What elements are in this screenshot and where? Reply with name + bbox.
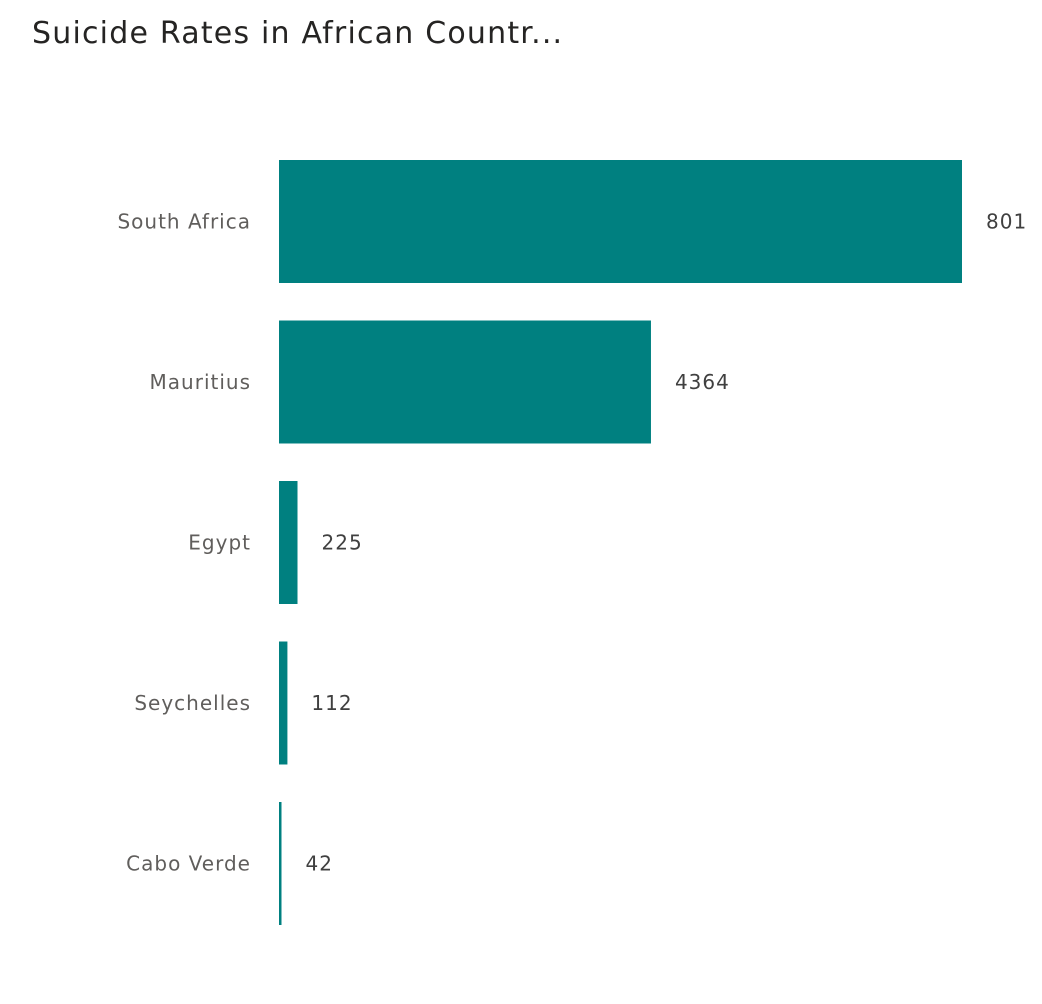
bar-cabo-verde[interactable]	[279, 802, 282, 925]
category-label-south-africa: South Africa	[117, 210, 251, 234]
category-label-egypt: Egypt	[188, 531, 251, 555]
category-labels-layer: South Africa Mauritius Egypt Seychelles Cabo…	[117, 210, 251, 876]
category-label-seychelles: Seychelles	[134, 691, 251, 715]
chart-title: Suicide Rates in African Countr...	[32, 16, 564, 51]
category-label-mauritius: Mauritius	[150, 370, 251, 394]
category-label-cabo-verde: Cabo Verde	[126, 852, 251, 876]
bar-egypt[interactable]	[279, 481, 298, 604]
bar-south-africa[interactable]	[279, 160, 962, 283]
data-label-cabo-verde: 42	[306, 852, 333, 876]
data-label-seychelles: 112	[311, 691, 352, 715]
data-labels-layer: 801 4364 225 112 42	[306, 210, 1027, 876]
bars-layer	[279, 160, 962, 925]
bar-mauritius[interactable]	[279, 320, 651, 444]
data-label-egypt: 225	[322, 531, 363, 555]
bar-seychelles[interactable]	[279, 641, 288, 765]
data-label-south-africa: 801	[986, 210, 1027, 234]
data-label-mauritius: 4364	[675, 370, 730, 394]
